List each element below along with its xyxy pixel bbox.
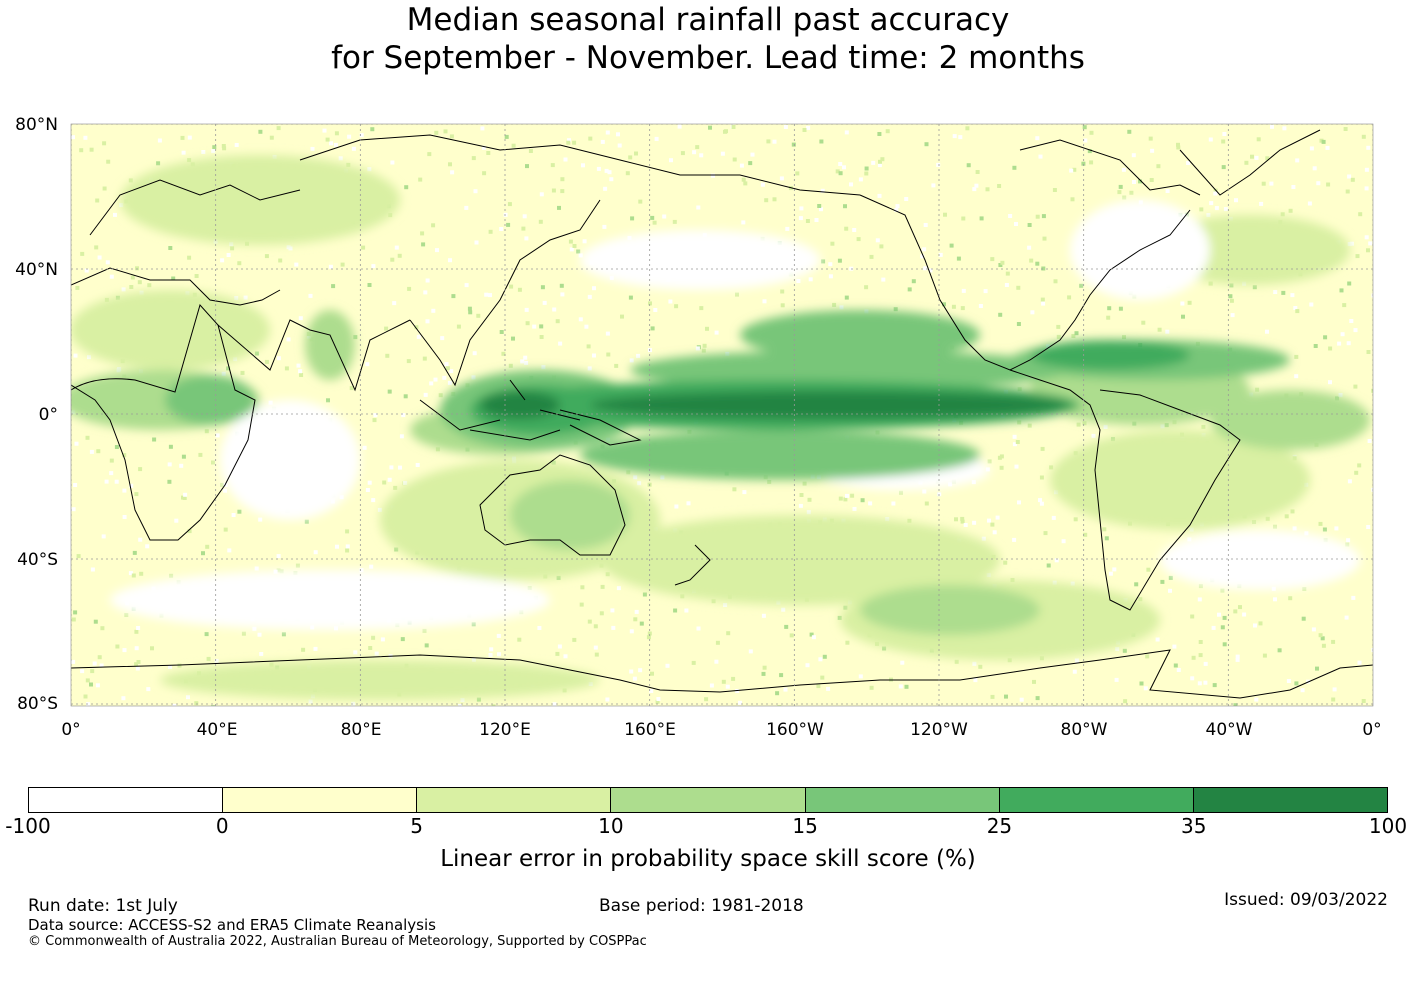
lon-label-0: 0°: [61, 720, 81, 740]
issued-date: Issued: 09/03/2022: [1224, 890, 1388, 910]
colorbar-tick-label: 5: [410, 814, 423, 838]
lat-label-80n: 80°N: [15, 115, 58, 135]
lon-label-160w: 160°W: [766, 720, 824, 740]
colorbar-tick-label: 15: [792, 814, 818, 838]
colorbar-tick-label: 25: [986, 814, 1013, 838]
colorbar-tick-label: 0: [215, 814, 229, 838]
colorbar-tick-label: 35: [1180, 814, 1207, 838]
chart-title-line-1: Median seasonal rainfall past accuracy: [406, 2, 1010, 38]
colorbar-label: Linear error in probability space skill …: [440, 846, 976, 872]
lon-label-120w: 120°W: [910, 720, 968, 740]
lat-label-0: 0°: [38, 405, 58, 425]
colorbar: [28, 787, 1388, 813]
skill-score-field: [71, 124, 1373, 706]
lon-label-40e: 40°E: [196, 720, 238, 740]
colorbar-segment: [222, 788, 417, 812]
colorbar-tick-label: 10: [598, 814, 624, 838]
colorbar-segment: [998, 788, 1193, 812]
skill-map: 80°N 40°N 0° 40°S 80°S 0° 40°E 80°E 120°…: [15, 115, 1382, 740]
run-date: Run date: 1st July: [28, 896, 178, 916]
lat-label-40s: 40°S: [17, 550, 58, 570]
skill-map-canvas: [70, 123, 1374, 707]
lon-label-120e: 120°E: [479, 720, 531, 740]
colorbar-segment: [29, 788, 223, 812]
lon-label-80w: 80°W: [1060, 720, 1108, 740]
lon-label-160e: 160°E: [624, 720, 676, 740]
colorbar-segment: [804, 788, 999, 812]
coastlines: [71, 129, 1373, 699]
colorbar-tick-label: -100: [5, 814, 51, 838]
lon-label-40w: 40°W: [1205, 720, 1253, 740]
base-period: Base period: 1981-2018: [599, 896, 804, 916]
colorbar-segment: [416, 788, 611, 812]
lat-label-40n: 40°N: [15, 260, 58, 280]
colorbar-segment: [1192, 788, 1387, 812]
graticule: [71, 124, 1373, 706]
chart-title-line-2: for September - November. Lead time: 2 m…: [331, 40, 1085, 76]
data-source: Data source: ACCESS-S2 and ERA5 Climate …: [28, 916, 436, 934]
lat-label-80s: 80°S: [17, 694, 58, 714]
map-frame: [70, 123, 1374, 707]
colorbar-segment: [610, 788, 805, 812]
copyright: © Commonwealth of Australia 2022, Austra…: [28, 934, 647, 949]
lon-label-0-east: 0°: [1362, 720, 1382, 740]
colorbar-tick-label: 100: [1368, 814, 1408, 838]
lon-label-80e: 80°E: [340, 720, 382, 740]
